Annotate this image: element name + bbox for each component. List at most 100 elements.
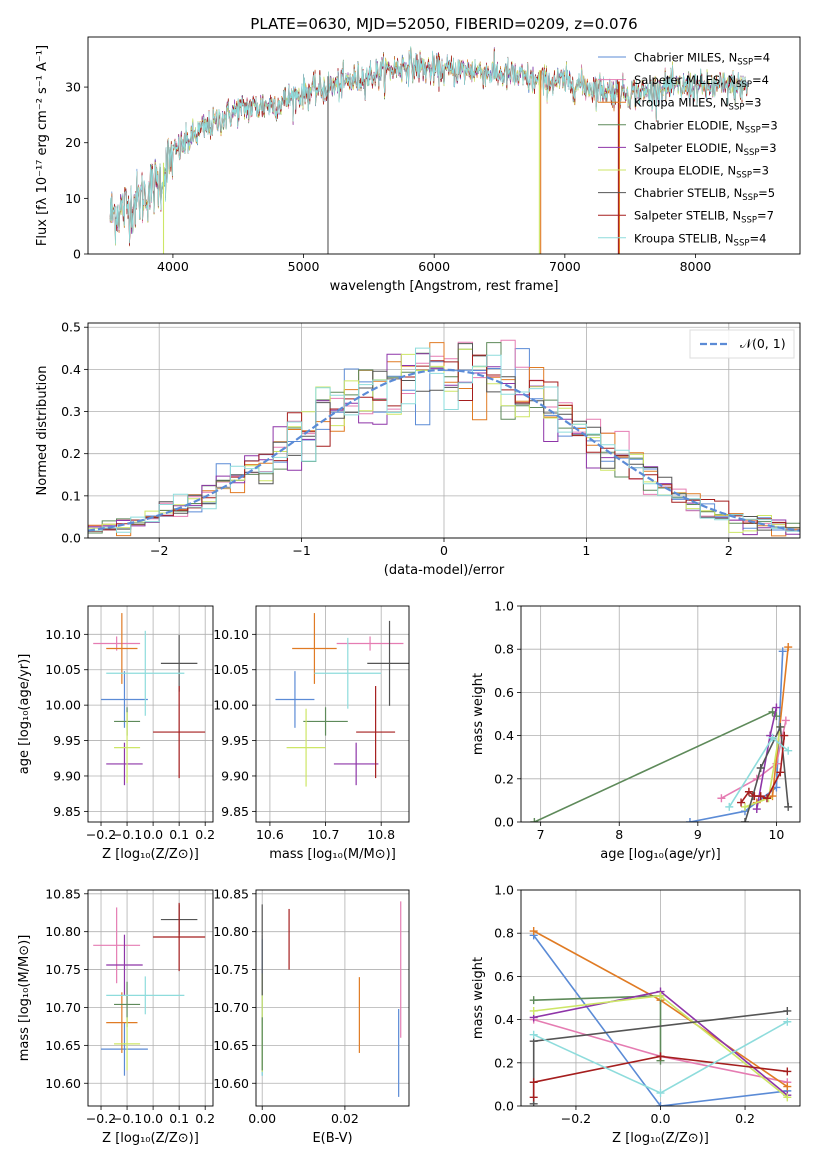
errorbar-point — [153, 902, 206, 972]
x-tick-label: −0.2 — [86, 1111, 116, 1126]
residuals-histogram-panel: −2 −1 0 1 2 0.0 0.1 0.2 0.3 0.4 0.5 (data-model)/er… — [35, 320, 801, 578]
series-marker — [656, 1052, 665, 1061]
y-tick-label: 9.85 — [221, 804, 249, 819]
x-tick-label: 0.00 — [248, 1111, 276, 1126]
series-marker — [737, 798, 746, 807]
y-tick-label: 0.0 — [61, 531, 81, 546]
series-marker — [783, 1006, 792, 1015]
y-tick-label: 0.8 — [494, 642, 514, 657]
series-marker — [529, 1093, 538, 1102]
y-tick-label: 0 — [73, 247, 81, 262]
axes-frame — [255, 889, 410, 1107]
y-tick-label: 0.5 — [61, 320, 81, 335]
series-line-3 — [534, 710, 777, 822]
series-marker — [740, 802, 749, 811]
series-marker — [656, 991, 665, 1000]
series-marker — [744, 787, 753, 796]
errorbars — [261, 901, 402, 1097]
errorbars — [93, 613, 206, 786]
y-tick-label: 10.05 — [213, 662, 249, 677]
y-tick-label: 0.4 — [61, 362, 81, 377]
y-tick-label: 0.2 — [494, 1055, 514, 1070]
histograms — [88, 339, 800, 537]
legend-entry: Salpeter ELODIE, NSSP=3 — [634, 141, 777, 158]
errorbar-point — [114, 712, 141, 784]
y-tick-label: 0.6 — [494, 969, 514, 984]
errorbar-point — [106, 976, 185, 1015]
mass-vs-metallicity-panel: −0.2−0.1 0.0 0.1 0.2 10.60 10.65 10.70 10.75 10.… — [17, 886, 215, 1146]
series-marker — [784, 643, 793, 652]
series-marker — [529, 996, 538, 1005]
series-lines — [530, 643, 793, 822]
y-tick-label: 10.80 — [213, 924, 249, 939]
x-tick-label: 1 — [582, 543, 590, 558]
y-tick-label: 0.2 — [494, 771, 514, 786]
errorbar-point — [336, 636, 404, 651]
series-marker — [783, 1017, 792, 1026]
legend-entry: 𝒩(0, 1) — [740, 336, 786, 351]
axes-frame — [520, 889, 801, 1107]
y-tick-label: 1.0 — [494, 599, 514, 614]
series-line-6 — [744, 724, 789, 822]
series-marker — [656, 1102, 665, 1106]
x-tick-label: 0.0 — [651, 1111, 671, 1126]
legend-entry: Kroupa ELODIE, NSSP=3 — [634, 164, 769, 181]
x-tick-label: −2 — [150, 543, 168, 558]
normal-curve — [88, 368, 800, 532]
x-tick-label: 8000 — [680, 259, 712, 274]
y-tick-label: 10.60 — [213, 1076, 249, 1091]
x-tick-label: 7000 — [549, 259, 581, 274]
y-tick-label: 10.10 — [45, 627, 81, 642]
series-marker — [740, 818, 749, 822]
y-tick-label: 10.70 — [213, 1000, 249, 1015]
x-tick-label: 7 — [537, 827, 545, 842]
x-tick-label: 5000 — [288, 259, 320, 274]
errorbar-point — [106, 934, 143, 996]
series-marker — [776, 768, 785, 777]
age-vs-metallicity-panel: −0.2−0.1 0.0 0.1 0.2 9.85 9.90 9.95 10.00 10.05 1… — [17, 605, 215, 862]
errorbar-point — [314, 637, 382, 709]
y-tick-label: 0.0 — [494, 815, 514, 830]
legend-entry: Chabrier MILES, NSSP=4 — [634, 51, 770, 68]
errorbar-point — [367, 620, 409, 706]
x-tick-label: 0.1 — [169, 827, 189, 842]
y-tick-label: 10.85 — [213, 886, 249, 901]
x-tick-label: 0.2 — [195, 827, 215, 842]
x-tick-label: 0.1 — [169, 1111, 189, 1126]
errorbar-point — [106, 630, 185, 716]
errorbar-point — [275, 671, 315, 728]
y-tick-label: 30 — [65, 80, 81, 95]
errorbar-point — [292, 613, 337, 684]
legend-box — [689, 329, 795, 359]
x-axis-label: age [log₁₀(age/yr)] — [600, 847, 721, 862]
errorbar-point — [333, 742, 379, 786]
spectrum-panel: 4000 5000 6000 7000 8000 0 10 20 30 wavelength [A… — [35, 36, 801, 294]
series-marker — [772, 703, 781, 712]
errorbar-point — [356, 686, 396, 779]
y-tick-label: 10.10 — [213, 627, 249, 642]
x-tick-label: 9 — [694, 827, 702, 842]
y-tick-label: 10.00 — [45, 698, 81, 713]
series-marker — [778, 647, 787, 656]
x-tick-label: −0.1 — [112, 1111, 142, 1126]
x-axis-label: mass [log₁₀(M/M⊙)] — [269, 847, 396, 862]
series-marker — [752, 805, 761, 814]
spectrum-legend: Chabrier MILES, NSSP=4 Salpeter MILES, NS… — [598, 51, 778, 248]
series-marker — [780, 731, 789, 740]
errorbars — [93, 902, 206, 1076]
y-tick-label: 0.4 — [494, 728, 514, 743]
y-axis-label: Normed distribution — [35, 366, 50, 496]
axes-frame — [520, 605, 801, 823]
x-tick-label: 10.7 — [312, 827, 340, 842]
y-axis-label: Flux [fλ 10⁻¹⁷ erg cm⁻² s⁻¹ A⁻¹] — [35, 45, 50, 246]
axes-frame — [87, 889, 214, 1107]
errorbar-point — [106, 613, 138, 684]
series-marker — [783, 1093, 792, 1102]
legend-entry: Chabrier ELODIE, NSSP=3 — [634, 118, 778, 135]
y-tick-label: 1.0 — [494, 883, 514, 898]
x-tick-label: 0.0 — [143, 1111, 163, 1126]
y-axis-label: mass weight — [471, 957, 486, 1039]
x-axis-label: Z [log₁₀(Z/Z⊙)] — [102, 847, 199, 862]
y-tick-label: 10.70 — [45, 1000, 81, 1015]
y-tick-label: 10 — [65, 191, 81, 206]
